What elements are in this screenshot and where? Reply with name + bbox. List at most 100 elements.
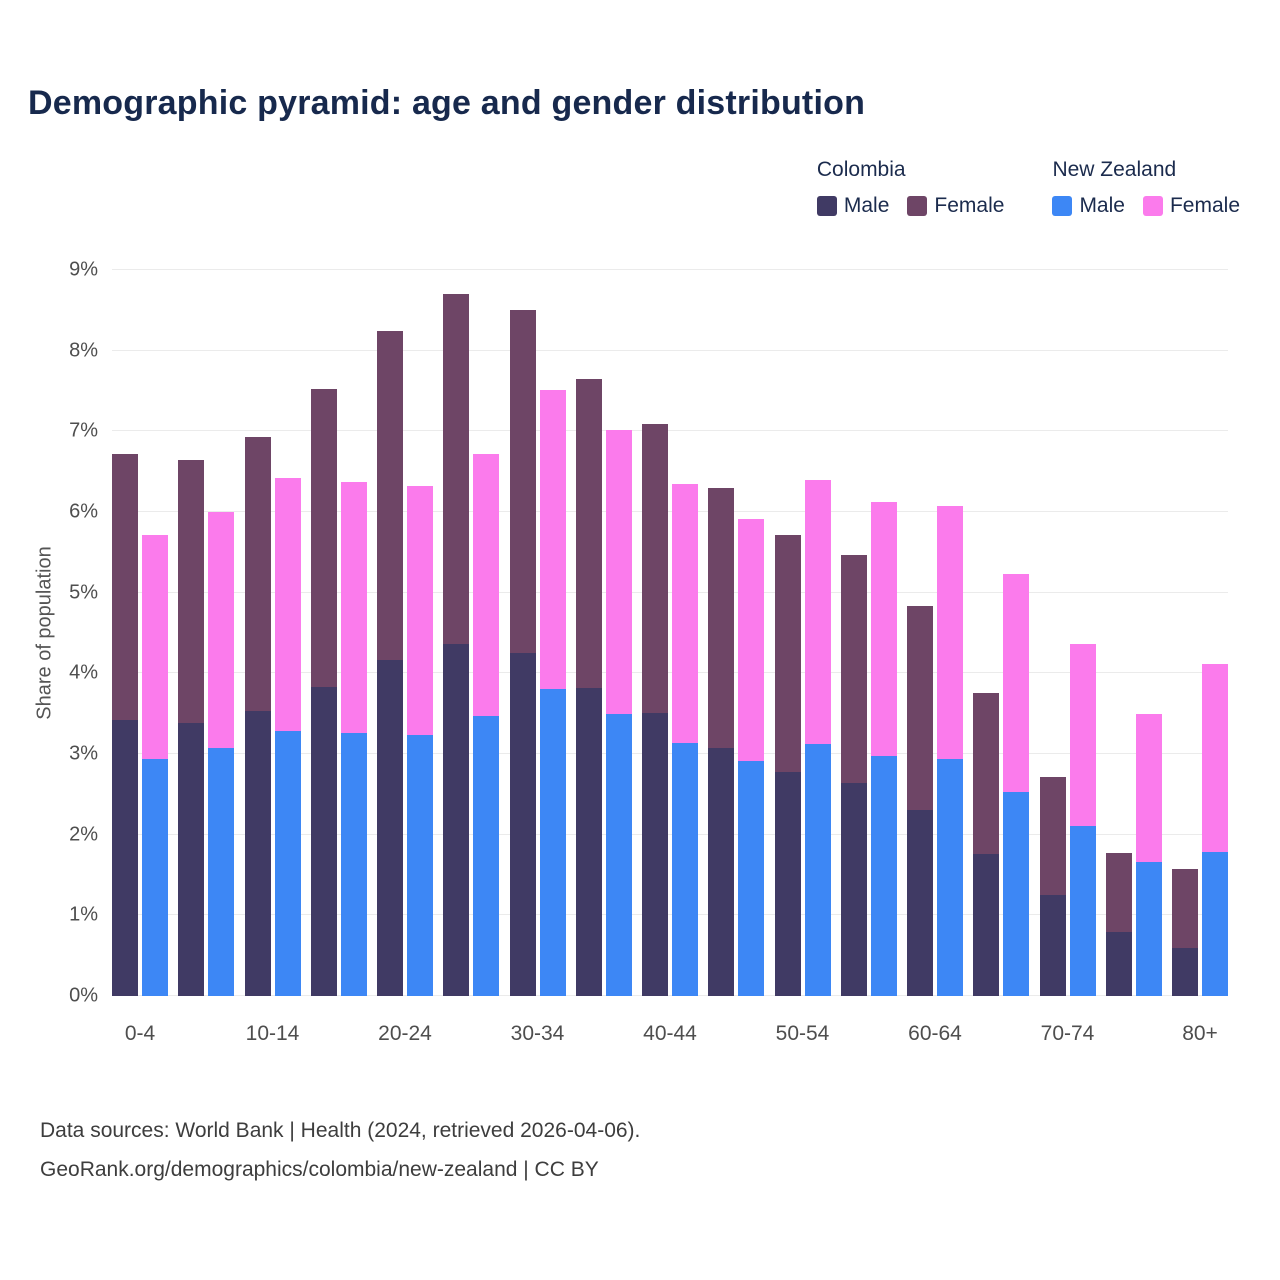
colombia-male-segment <box>840 783 867 996</box>
data-sources-line: Data sources: World Bank | Health (2024,… <box>40 1119 641 1142</box>
nz-male-segment <box>407 734 433 996</box>
nz-female-swatch <box>1142 196 1163 216</box>
x-tick-label: 70-74 <box>1040 1022 1095 1045</box>
colombia-bar <box>708 270 735 996</box>
nz-male-segment <box>937 758 963 996</box>
nz-male-segment <box>340 733 367 996</box>
colombia-male-segment <box>112 720 138 996</box>
colombia-male-segment <box>509 653 536 996</box>
legend-group-colombia: Colombia Male Female <box>816 158 1004 218</box>
x-tick-label <box>311 1022 367 1046</box>
colombia-bar <box>840 270 867 996</box>
nz-bar <box>1202 270 1228 996</box>
colombia-male-segment <box>1039 895 1066 996</box>
colombia-bar <box>112 270 138 996</box>
nz-male-segment <box>804 744 831 996</box>
y-tick-label: 4% <box>69 661 98 684</box>
colombia-male-segment <box>178 722 205 996</box>
x-tick-label <box>443 1022 499 1046</box>
colombia-bar <box>575 270 602 996</box>
colombia-female-segment <box>907 606 933 811</box>
colombia-bar <box>907 270 933 996</box>
bar-group <box>907 270 963 996</box>
legend-group-title-colombia: Colombia <box>816 158 906 181</box>
x-tick-label: 60-64 <box>908 1022 962 1045</box>
nz-female-segment <box>1003 574 1030 792</box>
nz-female-segment <box>274 478 301 731</box>
x-tick-label: 0-4 <box>124 1022 156 1045</box>
colombia-bar <box>178 270 205 996</box>
nz-female-segment <box>1069 644 1096 826</box>
gridline <box>112 672 1228 674</box>
x-tick-label <box>178 1022 234 1046</box>
colombia-bar <box>509 270 536 996</box>
legend: Colombia Male Female New Zealand Male Fe… <box>816 158 1240 218</box>
nz-female-segment <box>407 486 433 735</box>
legend-item-nz-female: Female <box>1142 194 1240 218</box>
colombia-male-segment <box>774 771 801 996</box>
colombia-female-segment <box>840 554 867 784</box>
colombia-female-segment <box>112 453 138 721</box>
nz-bar <box>1003 270 1030 996</box>
colombia-female-segment <box>178 459 205 723</box>
colombia-female-segment <box>1172 868 1198 948</box>
nz-bar <box>340 270 367 996</box>
nz-female-segment <box>605 429 632 715</box>
bar-group <box>443 270 500 996</box>
x-tick-label: 30-34 <box>510 1022 565 1045</box>
nz-male-segment <box>870 755 897 996</box>
nz-bar <box>804 270 831 996</box>
bar-group <box>244 270 301 996</box>
nz-male-segment <box>672 742 698 996</box>
colombia-female-segment <box>642 424 668 713</box>
bar-group <box>1105 270 1162 996</box>
colombia-bar <box>1105 270 1132 996</box>
nz-bar <box>870 270 897 996</box>
nz-bar <box>672 270 698 996</box>
x-tick-label <box>973 1022 1029 1046</box>
colombia-bar <box>244 270 271 996</box>
nz-female-segment <box>672 483 698 743</box>
x-tick-label: 10-14 <box>245 1022 300 1045</box>
x-tick-label: 40-44 <box>643 1022 697 1045</box>
colombia-bar <box>443 270 470 996</box>
colombia-bar <box>1172 270 1198 996</box>
gridline <box>112 591 1228 593</box>
colombia-male-segment <box>907 810 933 996</box>
colombia-female-segment <box>708 487 735 749</box>
bar-group <box>509 270 566 996</box>
colombia-female-segment <box>443 294 470 645</box>
bar-group <box>1172 270 1228 996</box>
bar-group <box>774 270 831 996</box>
y-axis-title: Share of population <box>33 546 56 720</box>
gridline <box>112 349 1228 351</box>
bar-group <box>973 270 1030 996</box>
colombia-male-segment <box>244 711 271 996</box>
nz-male-swatch <box>1052 196 1073 216</box>
legend-group-title-new-zealand: New Zealand <box>1052 158 1177 181</box>
colombia-male-segment <box>642 712 668 996</box>
legend-group-new-zealand: New Zealand Male Female <box>1052 158 1240 218</box>
nz-bar <box>1069 270 1096 996</box>
attribution-line: GeoRank.org/demographics/colombia/new-ze… <box>40 1157 599 1181</box>
colombia-female-segment <box>1105 853 1132 933</box>
nz-male-segment <box>1202 852 1228 996</box>
nz-bar <box>937 270 963 996</box>
bar-group <box>112 270 168 996</box>
bars-container <box>112 270 1228 996</box>
x-tick-label: 50-54 <box>775 1022 830 1045</box>
plot-area: 0% 1% 2% 3% 4% 5% 6% 7% 8% 9% 0-4 10-14 20-24 30-34 4… <box>69 259 1228 1045</box>
colombia-male-segment <box>708 748 735 996</box>
colombia-bar <box>1039 270 1066 996</box>
x-tick-label: 80+ <box>1182 1022 1218 1045</box>
legend-label-nz-female: Female <box>1169 194 1240 217</box>
gridline <box>112 995 1228 996</box>
nz-female-segment <box>1202 664 1228 853</box>
nz-female-segment <box>208 512 235 748</box>
bar-group <box>1039 270 1096 996</box>
colombia-bar <box>377 270 403 996</box>
bar-group <box>642 270 698 996</box>
footer: Data sources: World Bank | Health (2024,… <box>40 1112 640 1190</box>
x-tick-label <box>841 1022 897 1046</box>
nz-female-segment <box>142 534 168 759</box>
